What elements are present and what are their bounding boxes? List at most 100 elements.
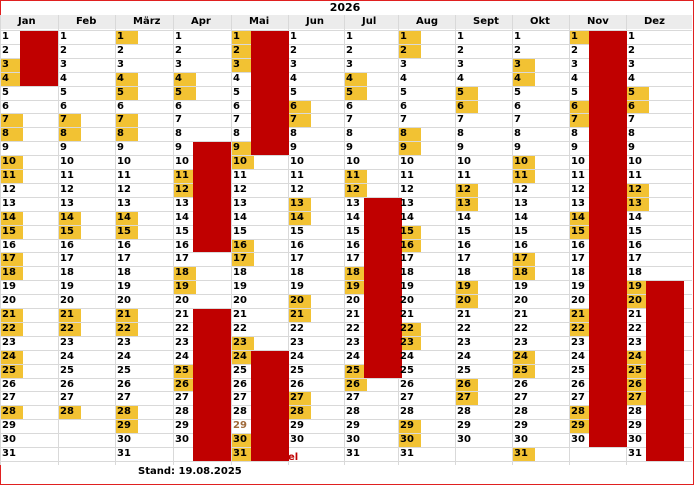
day-number[interactable]: 9 xyxy=(346,142,353,153)
day-number[interactable]: 7 xyxy=(571,114,578,125)
day-number[interactable]: 14 xyxy=(628,212,642,223)
day-number[interactable]: 17 xyxy=(514,253,528,264)
day-number[interactable]: 3 xyxy=(60,59,67,70)
day-number[interactable]: 30 xyxy=(290,434,304,445)
day-number[interactable]: 13 xyxy=(117,198,131,209)
day-number[interactable]: 26 xyxy=(290,379,304,390)
day-number[interactable]: 3 xyxy=(400,59,407,70)
day-number[interactable]: 21 xyxy=(514,309,528,320)
day-number[interactable]: 19 xyxy=(514,281,528,292)
day-number[interactable]: 29 xyxy=(290,420,304,431)
day-number[interactable]: 14 xyxy=(175,212,189,223)
day-number[interactable]: 6 xyxy=(400,101,407,112)
day-number[interactable]: 21 xyxy=(117,309,131,320)
day-number[interactable]: 14 xyxy=(117,212,131,223)
day-number[interactable]: 25 xyxy=(514,365,528,376)
day-number[interactable]: 18 xyxy=(2,267,16,278)
day-number[interactable]: 16 xyxy=(60,240,74,251)
day-number[interactable]: 1 xyxy=(346,31,353,42)
day-number[interactable]: 14 xyxy=(400,212,414,223)
day-number[interactable]: 18 xyxy=(400,267,414,278)
day-number[interactable]: 11 xyxy=(2,170,16,181)
day-number[interactable]: 24 xyxy=(571,351,585,362)
day-number[interactable]: 5 xyxy=(60,87,67,98)
day-number[interactable]: 21 xyxy=(457,309,471,320)
day-number[interactable]: 12 xyxy=(117,184,131,195)
day-number[interactable]: 4 xyxy=(117,73,124,84)
day-number[interactable]: 17 xyxy=(60,253,74,264)
vacation-block[interactable] xyxy=(20,31,58,86)
day-number[interactable]: 16 xyxy=(233,240,247,251)
day-number[interactable]: 4 xyxy=(60,73,67,84)
day-number[interactable]: 8 xyxy=(571,128,578,139)
day-number[interactable]: 11 xyxy=(400,170,414,181)
day-number[interactable]: 30 xyxy=(457,434,471,445)
day-number[interactable]: 5 xyxy=(2,87,9,98)
day-number[interactable]: 11 xyxy=(514,170,528,181)
day-number[interactable]: 5 xyxy=(233,87,240,98)
day-number[interactable]: 20 xyxy=(514,295,528,306)
day-number[interactable]: 1 xyxy=(175,31,182,42)
day-number[interactable]: 17 xyxy=(175,253,189,264)
day-number[interactable]: 8 xyxy=(346,128,353,139)
day-number[interactable]: 19 xyxy=(628,281,642,292)
day-number[interactable]: 28 xyxy=(571,406,585,417)
day-number[interactable]: 6 xyxy=(571,101,578,112)
day-number[interactable]: 17 xyxy=(290,253,304,264)
day-number[interactable]: 12 xyxy=(175,184,189,195)
day-number[interactable]: 8 xyxy=(457,128,464,139)
day-number[interactable]: 8 xyxy=(60,128,67,139)
day-number[interactable]: 12 xyxy=(400,184,414,195)
day-number[interactable]: 7 xyxy=(175,114,182,125)
day-number[interactable]: 22 xyxy=(346,323,360,334)
day-number[interactable]: 31 xyxy=(346,448,360,459)
day-number[interactable]: 25 xyxy=(2,365,16,376)
day-number[interactable]: 29 xyxy=(117,420,131,431)
day-number[interactable]: 9 xyxy=(233,142,240,153)
day-number[interactable]: 13 xyxy=(346,198,360,209)
day-number[interactable]: 10 xyxy=(290,156,304,167)
day-number[interactable]: 10 xyxy=(60,156,74,167)
day-number[interactable]: 15 xyxy=(400,226,414,237)
day-number[interactable]: 6 xyxy=(346,101,353,112)
day-number[interactable]: 28 xyxy=(628,406,642,417)
day-number[interactable]: 2 xyxy=(117,45,124,56)
day-number[interactable]: 5 xyxy=(400,87,407,98)
day-number[interactable]: 31 xyxy=(400,448,414,459)
day-number[interactable]: 3 xyxy=(514,59,521,70)
day-number[interactable]: 13 xyxy=(60,198,74,209)
day-number[interactable]: 17 xyxy=(117,253,131,264)
vacation-block[interactable] xyxy=(364,198,402,378)
day-number[interactable]: 16 xyxy=(628,240,642,251)
day-number[interactable]: 24 xyxy=(628,351,642,362)
day-number[interactable]: 31 xyxy=(117,448,131,459)
day-number[interactable]: 26 xyxy=(571,379,585,390)
day-number[interactable]: 3 xyxy=(117,59,124,70)
day-number[interactable]: 17 xyxy=(628,253,642,264)
day-number[interactable]: 16 xyxy=(2,240,16,251)
day-number[interactable]: 7 xyxy=(290,114,297,125)
day-number[interactable]: 26 xyxy=(346,379,360,390)
day-number[interactable]: 29 xyxy=(346,420,360,431)
day-number[interactable]: 6 xyxy=(457,101,464,112)
day-number[interactable]: 8 xyxy=(233,128,240,139)
day-number[interactable]: 15 xyxy=(628,226,642,237)
day-number[interactable]: 26 xyxy=(457,379,471,390)
day-number[interactable]: 27 xyxy=(346,392,360,403)
day-number[interactable]: 17 xyxy=(457,253,471,264)
day-number[interactable]: 15 xyxy=(233,226,247,237)
day-number[interactable]: 24 xyxy=(457,351,471,362)
day-number[interactable]: 14 xyxy=(2,212,16,223)
day-number[interactable]: 27 xyxy=(175,392,189,403)
day-number[interactable]: 2 xyxy=(628,45,635,56)
day-number[interactable]: 12 xyxy=(2,184,16,195)
day-number[interactable]: 9 xyxy=(117,142,124,153)
day-number[interactable]: 1 xyxy=(514,31,521,42)
day-number[interactable]: 23 xyxy=(400,337,414,348)
day-number[interactable]: 23 xyxy=(60,337,74,348)
day-number[interactable]: 23 xyxy=(2,337,16,348)
day-number[interactable]: 6 xyxy=(233,101,240,112)
day-number[interactable]: 26 xyxy=(117,379,131,390)
day-number[interactable]: 5 xyxy=(290,87,297,98)
day-number[interactable]: 15 xyxy=(571,226,585,237)
